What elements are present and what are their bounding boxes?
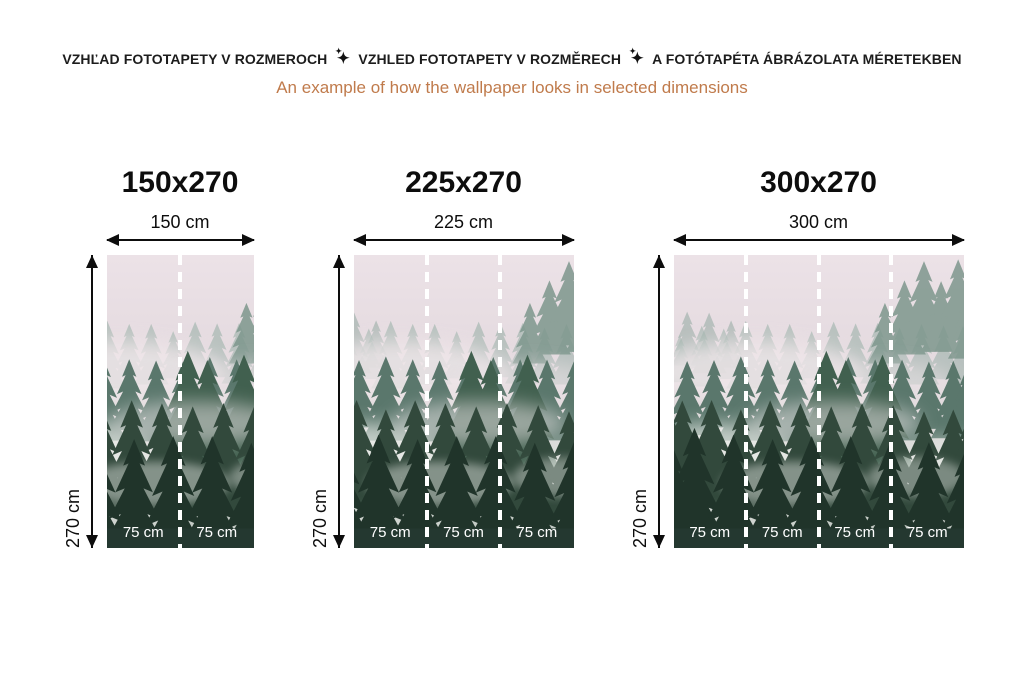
width-arrow — [105, 234, 255, 246]
panel-segment: 75 cm — [819, 255, 893, 548]
panel-segment: 75 cm — [107, 255, 182, 548]
panel-segments: 75 cm 75 cm 75 cm 75 cm — [674, 255, 964, 548]
panel-300x270: 300x270 300 cm 270 cm 75 cm 75 c — [628, 166, 965, 548]
wallpaper-preview: 75 cm 75 cm 75 cm — [353, 255, 574, 548]
panel-segment: 75 cm — [891, 255, 964, 548]
panel-segments: 75 cm 75 cm 75 cm — [354, 255, 574, 548]
panel-measure-top: 150x270 150 cm — [105, 166, 255, 246]
panel-segment: 75 cm — [180, 255, 254, 548]
panel-measure-top: 300x270 300 cm — [672, 166, 965, 246]
panel-measure-left: 270 cm — [61, 255, 107, 548]
panel-title: 150x270 — [121, 166, 239, 199]
panel-measure-top: 225x270 225 cm — [352, 166, 575, 246]
panel-body: 270 cm 75 cm 75 cm 75 cm — [628, 255, 964, 548]
panel-title: 225x270 — [405, 166, 522, 199]
segment-width-label: 75 cm — [906, 524, 948, 541]
panel-title: 300x270 — [760, 166, 877, 199]
height-arrow — [332, 255, 345, 548]
height-dimension-label: 270 cm — [629, 488, 650, 548]
title-czech: VZHLED FOTOTAPETY V ROZMĚRECH — [358, 51, 622, 67]
sparkle-icon — [335, 47, 351, 65]
title-hungarian: A FOTÓTAPÉTA ÁBRÁZOLATA MÉRETEKBEN — [652, 51, 962, 67]
panel-measure-left: 270 cm — [308, 255, 354, 548]
panel-segment: 75 cm — [427, 255, 503, 548]
panel-segments: 75 cm 75 cm — [107, 255, 254, 548]
segment-width-label: 75 cm — [369, 524, 411, 541]
width-arrow — [352, 234, 575, 246]
panel-segment: 75 cm — [354, 255, 430, 548]
segment-width-label: 75 cm — [516, 524, 558, 541]
segment-width-label: 75 cm — [834, 524, 876, 541]
segment-width-label: 75 cm — [196, 524, 238, 541]
segment-width-label: 75 cm — [761, 524, 803, 541]
height-dimension-label: 270 cm — [62, 488, 83, 548]
panel-225x270: 225x270 225 cm 270 cm 75 cm 75 c — [308, 166, 575, 548]
width-dimension-label: 150 cm — [150, 212, 210, 232]
height-arrow — [652, 255, 665, 548]
panel-150x270: 150x270 150 cm 270 cm 75 cm 75 c — [61, 166, 255, 548]
panel-segment: 75 cm — [500, 255, 573, 548]
height-arrow — [85, 255, 98, 548]
sparkle-icon — [629, 47, 644, 65]
wallpaper-preview: 75 cm 75 cm 75 cm 75 cm — [673, 255, 964, 548]
subtitle: An example of how the wallpaper looks in… — [276, 78, 748, 97]
panel-body: 270 cm 75 cm 75 cm 75 cm — [308, 255, 574, 548]
segment-width-label: 75 cm — [443, 524, 484, 541]
header: VZHĽAD FOTOTAPETY V ROZMEROCH VZHLED FOT… — [0, 0, 1024, 98]
segment-width-label: 75 cm — [689, 524, 731, 541]
panels-row: 150x270 150 cm 270 cm 75 cm 75 c — [0, 166, 1024, 548]
wallpaper-preview: 75 cm 75 cm — [106, 255, 254, 548]
panel-body: 270 cm 75 cm 75 cm — [61, 255, 254, 548]
height-dimension-label: 270 cm — [309, 488, 330, 548]
segment-width-label: 75 cm — [122, 524, 164, 541]
width-arrow — [672, 234, 965, 246]
width-dimension-label: 225 cm — [433, 212, 494, 232]
width-dimension-label: 300 cm — [788, 212, 849, 232]
title-slovak: VZHĽAD FOTOTAPETY V ROZMEROCH — [62, 51, 328, 67]
panel-segment: 75 cm — [674, 255, 748, 548]
panel-segment: 75 cm — [746, 255, 820, 548]
multilingual-title: VZHĽAD FOTOTAPETY V ROZMEROCH VZHLED FOT… — [0, 47, 1024, 69]
panel-measure-left: 270 cm — [628, 255, 674, 548]
